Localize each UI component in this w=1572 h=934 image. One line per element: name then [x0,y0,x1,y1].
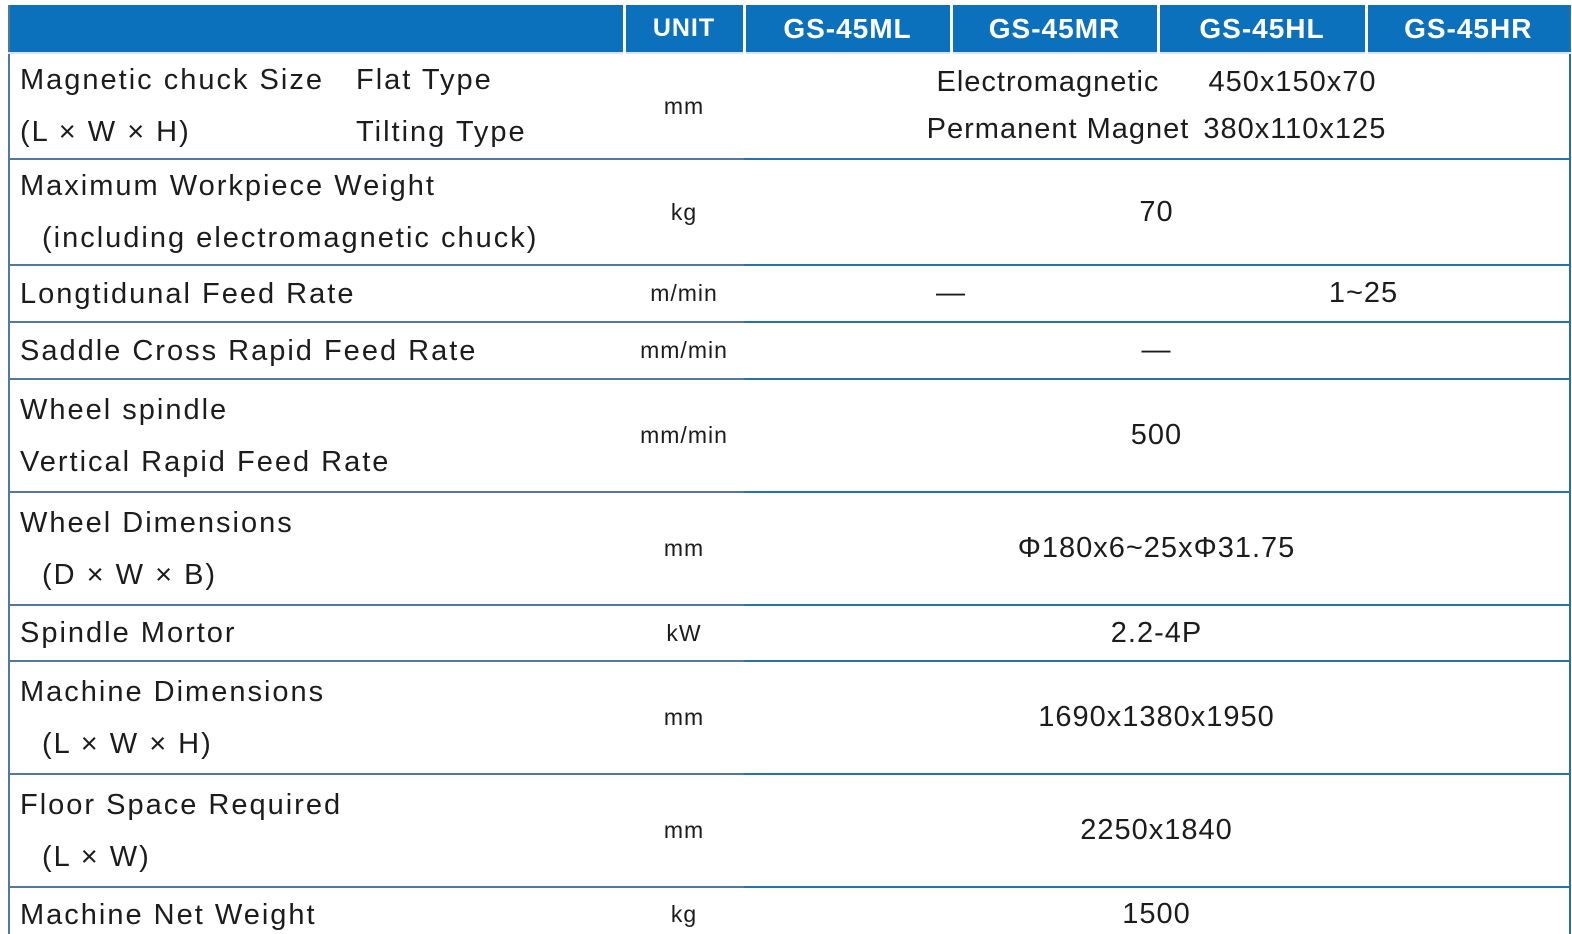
spec-name: Maximum Workpiece Weight (including elec… [9,159,624,266]
unit-cell: m/min [624,265,744,323]
column-header-unit: UNIT [622,5,744,54]
spec-name-line1: Floor Space Required [20,788,343,821]
row-floor-space-required: Floor Space Required (L × W) mm 2250x184… [9,774,1570,888]
spec-name-line2: Vertical Rapid Feed Rate [20,445,391,478]
row-saddle-cross-rapid-feed-rate: Saddle Cross Rapid Feed Rate mm/min — [9,322,1570,380]
unit-cell: mm/min [624,379,744,493]
value-cell: 1690x1380x1950 [744,661,1570,775]
spec-name: Wheel spindle Vertical Rapid Feed Rate [9,379,624,493]
value-number: 380x110x125 [1203,113,1387,145]
value-cell: — [744,322,1570,380]
row-wheel-dimensions: Wheel Dimensions (D × W × B) mm Φ180x6~2… [9,492,1570,606]
value-cell-hl-hr: 1~25 [1158,265,1570,323]
column-header-gs-45hr: GS-45HR [1364,5,1570,54]
spec-name: Machine Net Weight [9,887,624,934]
value-cell: 2.2-4P [744,605,1570,662]
value-line-electromagnetic: Electromagnetic 450x150x70 [744,59,1569,106]
unit-cell: kg [624,159,744,266]
value-number: 450x150x70 [1208,66,1377,98]
spec-name-line1: Machine Dimensions [20,675,326,708]
spec-name: Longtidunal Feed Rate [9,265,624,323]
spec-name: Spindle Mortor [9,605,624,662]
value-cell: 2250x1840 [744,774,1570,888]
spec-name: Wheel Dimensions (D × W × B) [9,492,624,606]
unit-cell: kg [624,887,744,934]
spec-name-line2: (including electromagnetic chuck) [42,222,539,254]
row-magnetic-chuck-size: Magnetic chuck Size (L × W × H) Flat Typ… [9,53,1570,160]
column-header-gs-45ml: GS-45ML [742,5,951,54]
value-cell: 500 [744,379,1570,493]
chuck-type-cell: Flat Type Tilting Type [356,53,624,160]
spec-name: Floor Space Required (L × W) [9,774,624,888]
spec-name: Saddle Cross Rapid Feed Rate [9,322,624,380]
unit-cell: mm [624,774,744,888]
spec-name-line2: (L × W) [42,840,151,873]
spec-name-line2: (L × W × H) [20,116,191,148]
row-machine-net-weight: Machine Net Weight kg 1500 [9,887,1570,934]
row-machine-dimensions: Machine Dimensions (L × W × H) mm 1690x1… [9,661,1570,775]
unit-cell: mm/min [624,322,744,380]
specification-table: UNIT GS-45ML GS-45MR GS-45HL GS-45HR Mag… [8,5,1571,934]
spec-name-line1: Maximum Workpiece Weight [20,170,436,202]
value-cell-ml-mr: — [744,265,1158,323]
value-line-permanent-magnet: Permanent Magnet 380x110x125 [744,106,1569,153]
column-header-gs-45mr: GS-45MR [949,5,1158,54]
spec-name: Machine Dimensions (L × W × H) [9,661,624,775]
row-wheel-spindle-vertical-rapid-feed-rate: Wheel spindle Vertical Rapid Feed Rate m… [9,379,1570,493]
column-header-blank [9,5,624,54]
spec-name-line1: Magnetic chuck Size [20,64,324,96]
unit-cell: mm [624,661,744,775]
value-cell: 1500 [744,887,1570,934]
column-header-gs-45hl: GS-45HL [1156,5,1366,54]
spec-name: Magnetic chuck Size (L × W × H) [9,53,356,160]
row-max-workpiece-weight: Maximum Workpiece Weight (including elec… [9,159,1570,266]
value-cell: 70 [744,159,1570,266]
value-cell: Φ180x6~25xΦ31.75 [744,492,1570,606]
spec-name-line2: (D × W × B) [42,558,218,591]
spec-name-line1: Wheel Dimensions [20,506,294,539]
chuck-type-flat: Flat Type [356,64,493,96]
unit-cell: kW [624,605,744,662]
value-cell: Electromagnetic 450x150x70 Permanent Mag… [744,53,1570,160]
value-label: Permanent Magnet [926,113,1190,145]
unit-cell: mm [624,53,744,160]
header-row: UNIT GS-45ML GS-45MR GS-45HL GS-45HR [9,5,1570,54]
unit-cell: mm [624,492,744,606]
value-label: Electromagnetic [936,66,1160,98]
row-spindle-mortor: Spindle Mortor kW 2.2-4P [9,605,1570,662]
spec-name-line1: Wheel spindle [20,393,229,426]
chuck-type-tilting: Tilting Type [356,116,527,148]
row-longtidunal-feed-rate: Longtidunal Feed Rate m/min — 1~25 [9,265,1570,323]
spec-name-line2: (L × W × H) [42,727,213,760]
